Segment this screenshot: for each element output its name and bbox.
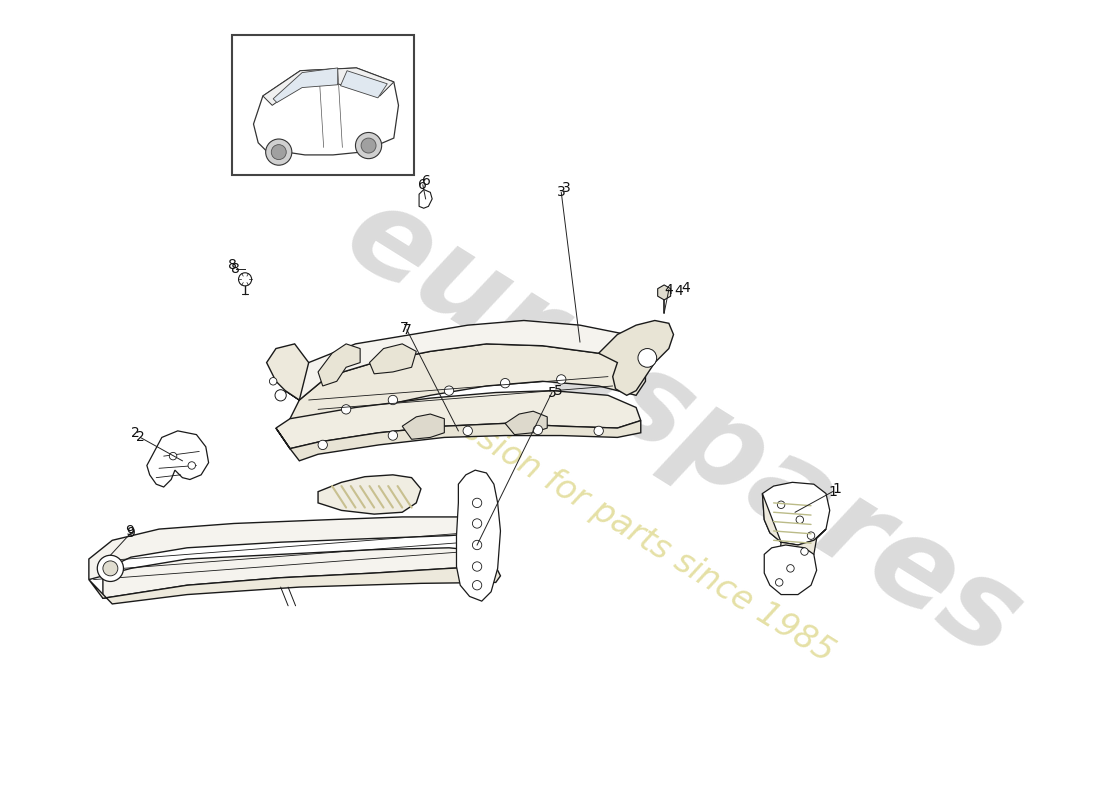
Text: 4: 4 xyxy=(664,282,673,297)
Polygon shape xyxy=(505,411,547,434)
Bar xyxy=(232,35,415,175)
Polygon shape xyxy=(598,321,673,395)
Circle shape xyxy=(444,386,453,395)
Polygon shape xyxy=(285,344,646,428)
Text: 4: 4 xyxy=(674,283,683,298)
Text: 9: 9 xyxy=(126,526,135,540)
Polygon shape xyxy=(253,68,398,155)
Circle shape xyxy=(275,390,286,401)
Circle shape xyxy=(801,548,808,555)
Text: a passion for parts since 1985: a passion for parts since 1985 xyxy=(395,374,840,669)
Polygon shape xyxy=(276,390,641,449)
Circle shape xyxy=(807,532,815,539)
Polygon shape xyxy=(318,344,360,386)
Polygon shape xyxy=(403,414,444,439)
Circle shape xyxy=(472,519,482,528)
Polygon shape xyxy=(370,344,416,374)
Text: 5: 5 xyxy=(548,386,557,399)
Circle shape xyxy=(472,581,482,590)
Polygon shape xyxy=(341,70,387,98)
Polygon shape xyxy=(285,321,646,400)
Polygon shape xyxy=(419,190,432,208)
Polygon shape xyxy=(147,431,209,487)
Circle shape xyxy=(103,561,118,576)
Circle shape xyxy=(169,452,177,460)
Polygon shape xyxy=(764,545,816,594)
Text: 6: 6 xyxy=(422,174,431,188)
Circle shape xyxy=(472,540,482,550)
Text: 2: 2 xyxy=(136,430,145,445)
Text: 1: 1 xyxy=(833,482,842,496)
Polygon shape xyxy=(89,517,496,598)
Polygon shape xyxy=(276,421,641,461)
Circle shape xyxy=(463,426,472,435)
Text: eurospares: eurospares xyxy=(324,174,1042,682)
Circle shape xyxy=(472,498,482,507)
Text: 6: 6 xyxy=(418,178,427,192)
Circle shape xyxy=(318,440,328,450)
Circle shape xyxy=(266,139,292,166)
Polygon shape xyxy=(762,494,826,566)
Circle shape xyxy=(472,562,482,571)
Polygon shape xyxy=(273,68,338,102)
Polygon shape xyxy=(318,475,421,514)
Circle shape xyxy=(188,462,196,470)
Polygon shape xyxy=(266,344,309,400)
Polygon shape xyxy=(658,285,671,300)
Circle shape xyxy=(97,555,123,582)
Circle shape xyxy=(778,501,784,509)
Text: 7: 7 xyxy=(403,323,411,337)
Circle shape xyxy=(786,565,794,572)
Polygon shape xyxy=(263,68,394,106)
Polygon shape xyxy=(762,482,829,545)
Circle shape xyxy=(388,395,397,405)
Circle shape xyxy=(272,145,286,159)
Circle shape xyxy=(638,349,657,367)
Circle shape xyxy=(270,378,277,385)
Circle shape xyxy=(500,378,509,388)
Circle shape xyxy=(557,374,565,384)
Text: 1: 1 xyxy=(828,485,837,498)
Text: 8: 8 xyxy=(231,262,240,276)
Circle shape xyxy=(534,426,542,434)
Text: 3: 3 xyxy=(562,181,570,194)
Text: 9: 9 xyxy=(124,524,133,538)
Circle shape xyxy=(776,578,783,586)
Circle shape xyxy=(341,405,351,414)
Text: 3: 3 xyxy=(557,186,565,199)
Circle shape xyxy=(594,426,604,435)
Circle shape xyxy=(239,273,252,286)
Text: 7: 7 xyxy=(399,321,408,335)
Text: 4: 4 xyxy=(681,282,690,295)
Polygon shape xyxy=(89,566,500,604)
Polygon shape xyxy=(456,470,501,601)
Text: 2: 2 xyxy=(131,426,140,440)
Circle shape xyxy=(361,138,376,153)
Text: 5: 5 xyxy=(554,384,563,398)
Circle shape xyxy=(355,133,382,158)
Circle shape xyxy=(388,431,397,440)
Text: 8: 8 xyxy=(228,258,236,272)
Circle shape xyxy=(796,516,803,523)
